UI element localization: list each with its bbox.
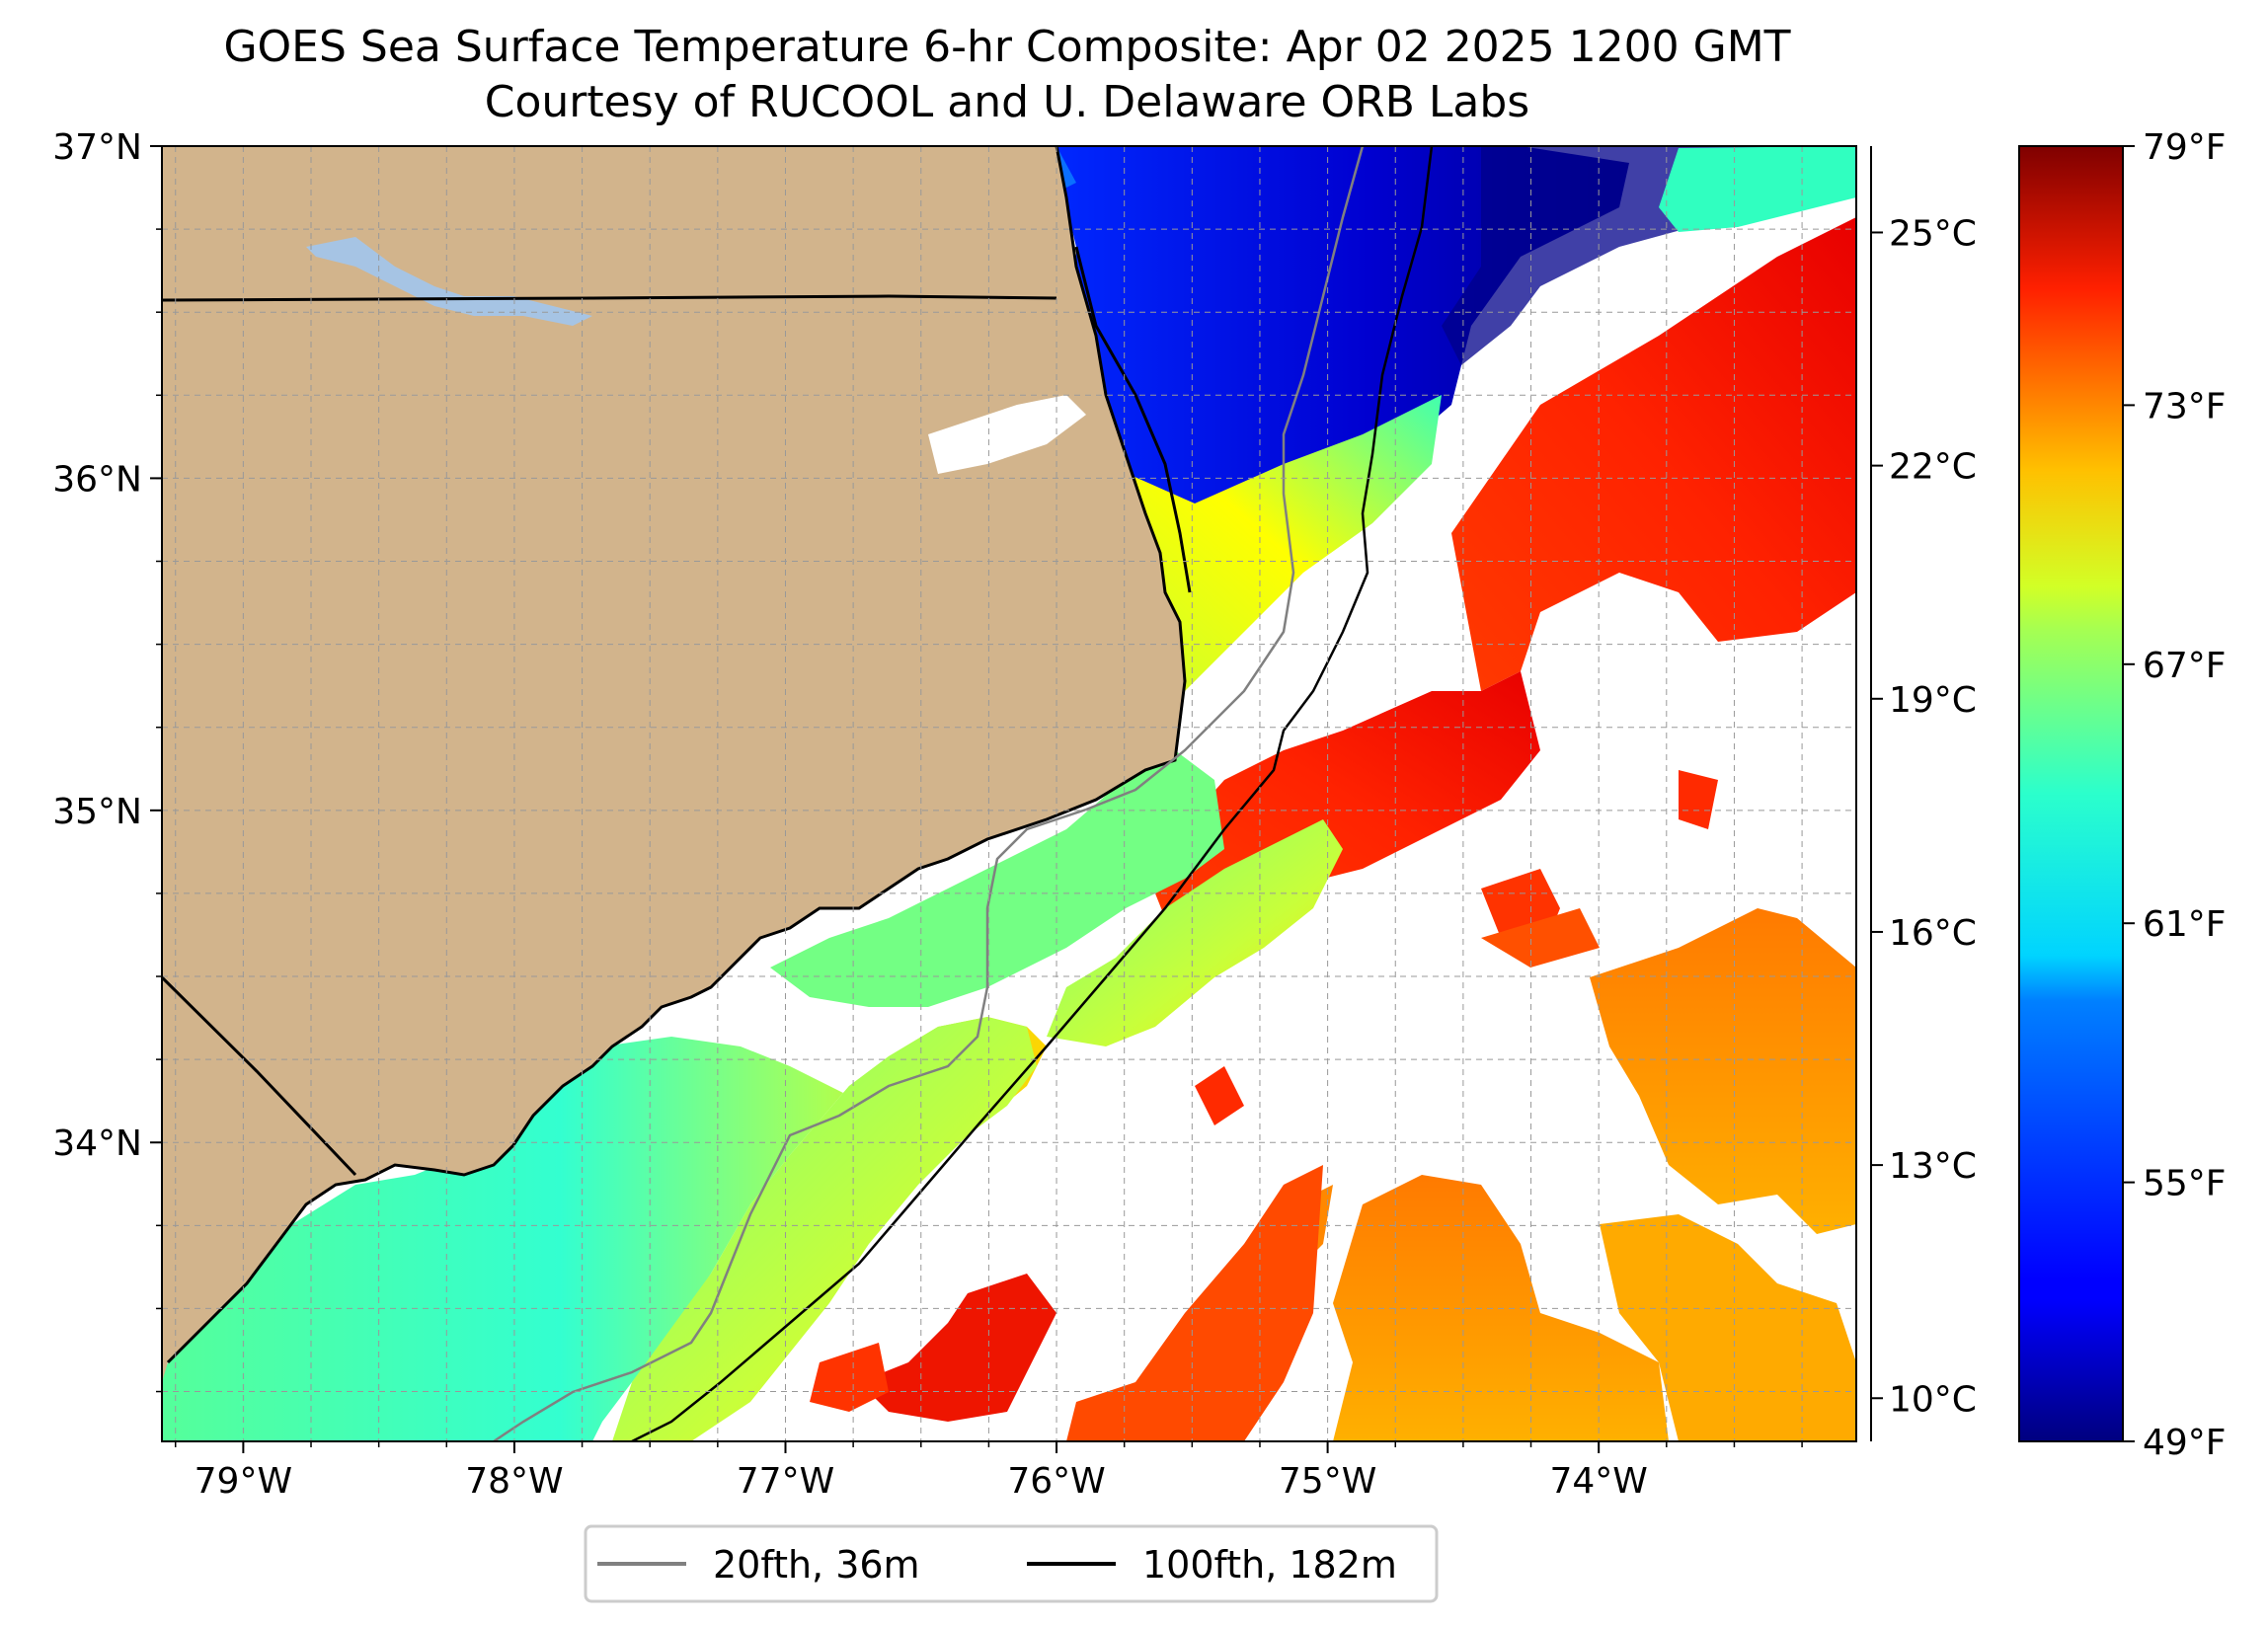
- land: [162, 146, 1185, 1382]
- sst-gulf-stream-north: [1451, 217, 1856, 691]
- colorbar-f-label: 67°F: [2143, 646, 2227, 686]
- colorbar-gradient: [2018, 145, 2124, 1442]
- land-neuse-peninsula: [760, 750, 849, 819]
- sst-small-warm-patch: [1679, 770, 1718, 829]
- legend-label-20fth: 20fth, 36m: [713, 1543, 920, 1587]
- lon-tick-label: 77°W: [737, 1461, 834, 1502]
- colorbar-f-label: 61°F: [2143, 904, 2227, 945]
- land-peninsula: [968, 582, 1056, 671]
- sst-inner-shelf-warm: [612, 1017, 1037, 1441]
- colorbar-c-label: 10°C: [1889, 1379, 1977, 1420]
- colorbar-c-label: 25°C: [1889, 213, 1977, 254]
- lon-tick-label: 75°W: [1279, 1461, 1376, 1502]
- chart-title: GOES Sea Surface Temperature 6-hr Compos…: [223, 22, 1791, 72]
- colorbar-f-label: 49°F: [2143, 1423, 2227, 1463]
- sst-red-tongue: [1066, 1165, 1323, 1441]
- albemarle-sound-gap: [928, 395, 1086, 474]
- sst-orange-patch-c: [1600, 1214, 1856, 1441]
- legend-box: [584, 1524, 1439, 1603]
- colorbar-f-label: 73°F: [2143, 386, 2227, 426]
- sst-pamlico-shelf: [770, 750, 1224, 1007]
- chart-subtitle: Courtesy of RUCOOL and U. Delaware ORB L…: [484, 77, 1530, 127]
- sst-warm-ring-east: [1590, 908, 1856, 1234]
- coastlines-and-borders: [162, 146, 1192, 1364]
- sst-field: [162, 146, 1856, 1441]
- sst-red-patch-south: [859, 1274, 1056, 1422]
- sst-raleigh-bay: [1047, 819, 1343, 1046]
- colorbar-f-label: 79°F: [2143, 127, 2227, 168]
- sst-front-strip: [1106, 395, 1442, 691]
- map-axis-ticks: 37°N 36°N 35°N 34°N 79°W 78°W 77°W 76°W 75°W 74°W: [52, 127, 1803, 1502]
- colorbar-f-label: 55°F: [2143, 1164, 2227, 1204]
- lat-tick-label: 34°N: [52, 1123, 142, 1164]
- contour-100fth: [631, 146, 1434, 1441]
- colorbar-c-label: 13°C: [1889, 1146, 1977, 1187]
- lat-tick-label: 37°N: [52, 127, 142, 168]
- sst-onslow-bay: [162, 1017, 1047, 1441]
- sst-front-upper-right: [1659, 146, 1856, 232]
- lon-tick-label: 79°W: [195, 1461, 292, 1502]
- bathymetry-contours: [493, 146, 1434, 1441]
- sst-warm-filament: [1481, 908, 1600, 968]
- colorbar-c-label: 22°C: [1889, 447, 1977, 488]
- land-north-carolina: [162, 146, 1185, 1382]
- sst-warm-patch: [1195, 1066, 1244, 1125]
- sst-red-patch-small: [810, 1343, 889, 1412]
- map-frame: [161, 145, 1857, 1442]
- colorbar-c-label: 19°C: [1889, 680, 1977, 721]
- graticule: [162, 145, 1856, 1441]
- lon-tick-label: 74°W: [1549, 1461, 1647, 1502]
- colorbar-ticks: 79°F 73°F 67°F 61°F 55°F 49°F 25°C 22°C 19°C 16°C…: [1870, 127, 2227, 1463]
- outer-banks: [1074, 246, 1192, 593]
- lat-tick-label: 35°N: [52, 792, 142, 832]
- colorbar-c-label: 16°C: [1889, 913, 1977, 954]
- va-nc-border: [162, 294, 1057, 302]
- sst-gulf-stream-mid: [1145, 671, 1540, 918]
- coastline: [166, 146, 1187, 1364]
- legend-label-100fth: 100fth, 182m: [1142, 1543, 1397, 1587]
- lon-tick-label: 76°W: [1007, 1461, 1105, 1502]
- lon-tick-label: 78°W: [465, 1461, 563, 1502]
- nc-sc-border: [162, 975, 357, 1177]
- contour-20fth: [493, 146, 1365, 1441]
- lat-tick-label: 36°N: [52, 459, 142, 500]
- lake-kerr: [306, 237, 592, 326]
